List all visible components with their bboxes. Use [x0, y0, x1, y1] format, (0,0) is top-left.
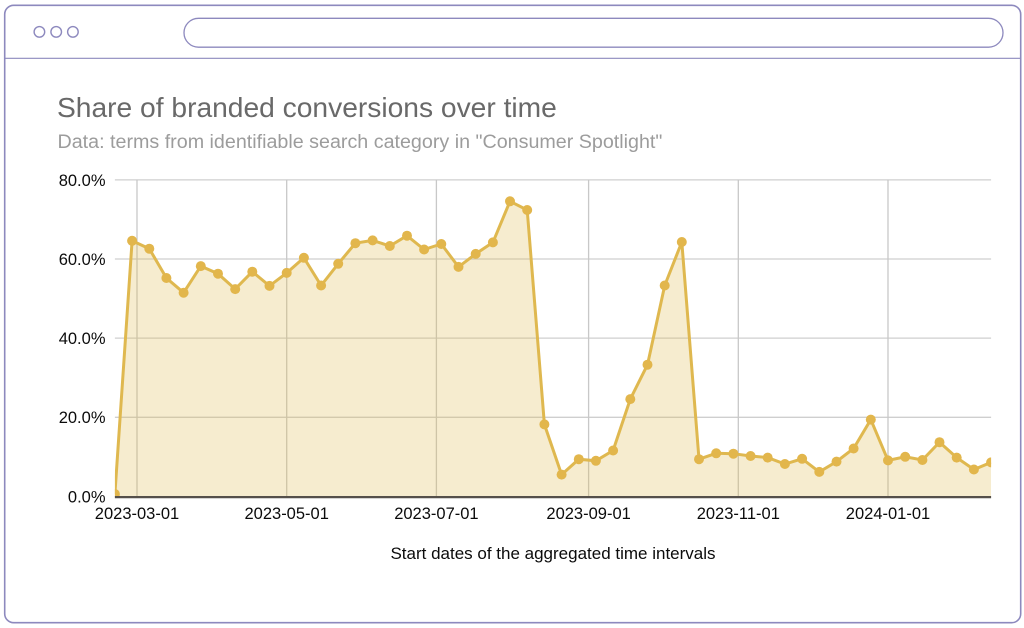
- svg-text:2024-01-01: 2024-01-01: [846, 505, 930, 523]
- svg-text:2023-07-01: 2023-07-01: [394, 505, 478, 523]
- svg-text:80.0%: 80.0%: [59, 172, 106, 190]
- svg-text:0.0%: 0.0%: [68, 488, 106, 506]
- svg-text:2023-09-01: 2023-09-01: [546, 505, 630, 523]
- svg-text:2023-05-01: 2023-05-01: [244, 505, 328, 523]
- svg-text:2023-11-01: 2023-11-01: [697, 505, 780, 523]
- svg-text:Share of branded conversions o: Share of branded conversions over time: [57, 91, 557, 123]
- svg-text:40.0%: 40.0%: [59, 330, 106, 348]
- svg-text:Data: terms from identifiable: Data: terms from identifiable search cat…: [58, 131, 663, 153]
- svg-text:2023-03-01: 2023-03-01: [95, 505, 179, 523]
- svg-text:20.0%: 20.0%: [59, 409, 106, 427]
- svg-text:60.0%: 60.0%: [59, 251, 106, 269]
- svg-text:Start dates of the aggregated: Start dates of the aggregated time inter…: [390, 544, 715, 563]
